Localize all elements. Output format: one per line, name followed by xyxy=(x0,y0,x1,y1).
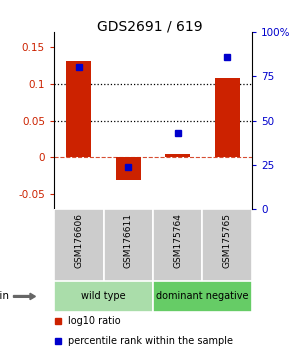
Bar xyxy=(54,281,153,312)
Bar xyxy=(54,209,104,281)
Text: log10 ratio: log10 ratio xyxy=(68,316,121,326)
Bar xyxy=(66,61,91,158)
Bar xyxy=(116,158,141,179)
Bar xyxy=(153,281,252,312)
Text: GDS2691 / 619: GDS2691 / 619 xyxy=(97,19,203,34)
Bar xyxy=(103,209,153,281)
Text: GSM176606: GSM176606 xyxy=(74,213,83,268)
Text: GSM175764: GSM175764 xyxy=(173,213,182,268)
Bar xyxy=(202,209,252,281)
Bar xyxy=(215,78,240,158)
Text: wild type: wild type xyxy=(81,291,126,302)
Text: GSM175765: GSM175765 xyxy=(223,213,232,268)
Text: dominant negative: dominant negative xyxy=(156,291,249,302)
Bar xyxy=(153,209,202,281)
Text: strain: strain xyxy=(0,291,9,302)
Text: percentile rank within the sample: percentile rank within the sample xyxy=(68,336,233,346)
Bar xyxy=(165,154,190,158)
Text: GSM176611: GSM176611 xyxy=(124,213,133,268)
